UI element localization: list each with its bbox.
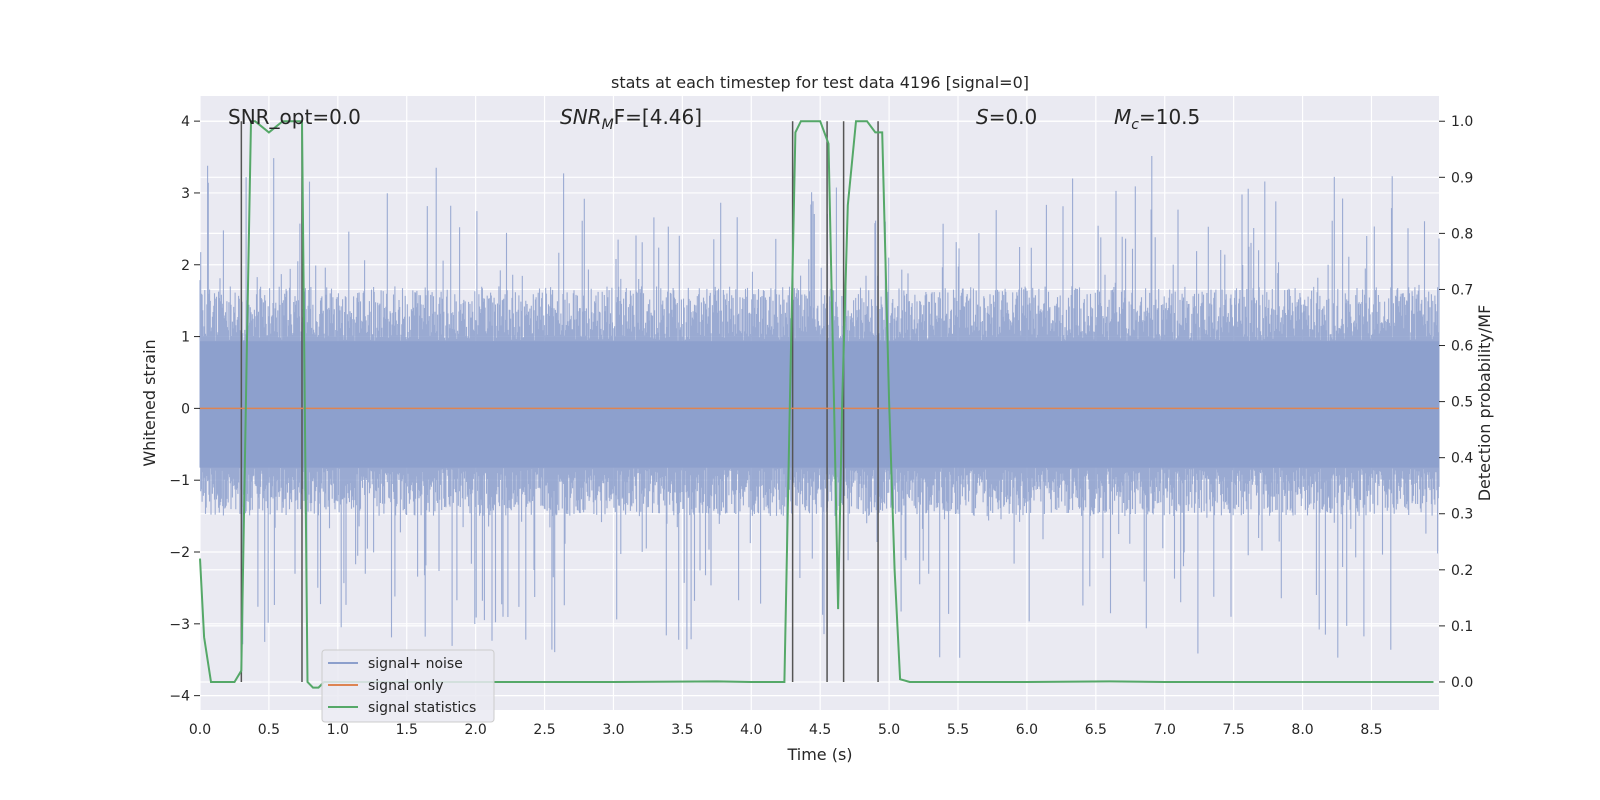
x-axis-label: Time (s) [786, 745, 852, 764]
x-tick-label: 7.0 [1154, 722, 1176, 738]
annotation-snr-opt: SNR_opt=0.0 [228, 105, 361, 129]
x-tick-label: 5.5 [947, 722, 969, 738]
x-tick-label: 3.0 [602, 722, 624, 738]
y2-tick-label: 0.2 [1451, 563, 1473, 579]
legend: signal+ noise signal only signal statist… [321, 649, 495, 723]
x-tick-label: 2.5 [533, 722, 555, 738]
y-tick-label: 0 [181, 401, 190, 417]
x-tick-label: 3.5 [671, 722, 693, 738]
y2-tick-label: 0.3 [1451, 507, 1473, 523]
annotation-snr-mf: SNRMF=[4.46] [560, 105, 702, 133]
y2-axis-label: Detection probability/MF [1475, 305, 1494, 502]
y-tick-label: 4 [181, 114, 190, 130]
x-tick-label: 7.5 [1223, 722, 1245, 738]
y2-tick-label: 0.7 [1451, 282, 1473, 298]
signal-plus-noise-series [199, 156, 1440, 658]
y-tick-label: 3 [181, 186, 190, 202]
y-axis-label: Whitened strain [140, 339, 159, 466]
y2-tick-label: 0.6 [1451, 339, 1473, 355]
y2-tick-label: 0.9 [1451, 170, 1473, 186]
y2-tick-label: 0.5 [1451, 395, 1473, 411]
x-tick-label: 5.0 [878, 722, 900, 738]
x-axis-ticks: 0.0 0.5 1.0 1.5 2.0 2.5 3.0 3.5 4.0 4.5 5.0 5.5 6.0 6… [189, 722, 1383, 738]
x-tick-label: 0.0 [189, 722, 211, 738]
y-tick-label: −1 [169, 473, 190, 489]
y-tick-label: −3 [169, 617, 190, 633]
legend-label-signal-statistics: signal statistics [368, 700, 476, 716]
x-tick-label: 0.5 [258, 722, 280, 738]
x-tick-label: 8.0 [1291, 722, 1313, 738]
x-tick-label: 1.0 [327, 722, 349, 738]
s-tail: =0.0 [989, 105, 1038, 129]
legend-label-signal-only: signal only [368, 678, 443, 694]
y-tick-label: 1 [181, 330, 190, 346]
signal-statistics-series [199, 120, 1434, 689]
mc-tail: =10.5 [1139, 105, 1200, 129]
legend-box [321, 649, 495, 723]
y2-tick-label: 1.0 [1451, 114, 1473, 130]
y2-axis-ticks: 0.0 0.1 0.2 0.3 0.4 0.5 0.6 0.7 0.8 0.9 1.0 [1439, 114, 1473, 691]
y-tick-label: 2 [181, 258, 190, 274]
y2-tick-label: 0.0 [1451, 675, 1473, 691]
snr-mf-main: SNR [560, 105, 602, 129]
chart-title: stats at each timestep for test data 419… [611, 73, 1029, 92]
x-tick-label: 4.5 [809, 722, 831, 738]
s-main: S [976, 105, 989, 129]
x-tick-label: 2.0 [465, 722, 487, 738]
legend-label-signal-plus-noise: signal+ noise [368, 656, 463, 672]
snr-mf-subscript: M [602, 117, 614, 133]
annotation-mc: Mc=10.5 [1114, 105, 1200, 133]
y-axis-ticks: −4 −3 −2 −1 0 1 2 3 4 [169, 114, 200, 705]
x-tick-label: 6.5 [1085, 722, 1107, 738]
y-tick-label: −4 [169, 689, 190, 705]
annotation-s: S=0.0 [976, 105, 1037, 129]
snr-mf-tail: F=[4.46] [614, 105, 702, 129]
x-tick-label: 6.0 [1016, 722, 1038, 738]
y-tick-label: −2 [169, 545, 190, 561]
y2-tick-label: 0.8 [1451, 226, 1473, 242]
y2-tick-label: 0.4 [1451, 451, 1473, 467]
x-tick-label: 4.0 [740, 722, 762, 738]
noise-core [200, 341, 1439, 468]
mc-main: M [1114, 105, 1131, 129]
x-tick-label: 1.5 [396, 722, 418, 738]
x-tick-label: 8.5 [1360, 722, 1382, 738]
mc-subscript: c [1131, 117, 1139, 133]
y2-tick-label: 0.1 [1451, 619, 1473, 635]
